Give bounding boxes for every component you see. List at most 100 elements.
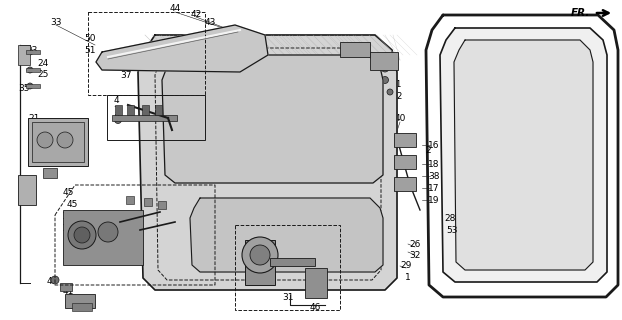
Bar	[340, 42, 370, 57]
Text: 18: 18	[429, 159, 440, 169]
Bar	[127, 105, 134, 115]
Text: 1: 1	[405, 273, 411, 282]
Bar	[144, 198, 152, 206]
Bar	[26, 84, 40, 88]
Text: 43: 43	[204, 18, 216, 27]
Text: 46: 46	[309, 303, 321, 313]
Text: 44: 44	[169, 4, 180, 12]
Text: 8: 8	[113, 114, 119, 123]
Circle shape	[250, 245, 270, 265]
Bar	[394, 133, 416, 147]
Text: 30: 30	[272, 222, 284, 231]
Bar	[115, 105, 122, 115]
Text: 24: 24	[37, 59, 49, 68]
Polygon shape	[190, 198, 383, 272]
Polygon shape	[162, 55, 383, 183]
Text: 52: 52	[391, 92, 402, 100]
Circle shape	[114, 116, 121, 124]
Text: 17: 17	[429, 183, 440, 193]
Text: 32: 32	[409, 251, 420, 260]
Text: 16: 16	[429, 140, 440, 149]
Bar	[394, 155, 416, 169]
Text: 35: 35	[18, 84, 30, 92]
Text: 48: 48	[46, 158, 58, 167]
Text: 47: 47	[317, 247, 328, 257]
Text: 15: 15	[142, 220, 154, 228]
Bar	[26, 68, 40, 72]
Circle shape	[27, 83, 33, 89]
Text: 11: 11	[391, 79, 403, 89]
Bar	[245, 240, 275, 285]
Text: 28: 28	[444, 213, 456, 222]
Text: 6: 6	[169, 84, 175, 92]
Text: 51: 51	[84, 45, 96, 54]
Polygon shape	[454, 40, 593, 270]
Text: 21: 21	[29, 114, 40, 123]
Polygon shape	[96, 25, 268, 72]
Text: 45: 45	[62, 188, 73, 196]
Text: 2: 2	[425, 146, 431, 155]
Bar	[32, 122, 84, 162]
Bar	[26, 50, 40, 54]
Text: 34: 34	[113, 58, 124, 67]
Bar	[112, 115, 177, 121]
Text: 7: 7	[113, 106, 119, 115]
Text: 40: 40	[394, 114, 406, 123]
Circle shape	[57, 132, 73, 148]
Bar	[158, 201, 166, 209]
Text: FR.: FR.	[570, 8, 590, 18]
Text: 45: 45	[67, 199, 78, 209]
Bar	[18, 175, 36, 205]
Text: 14: 14	[62, 223, 73, 233]
Text: 19: 19	[429, 196, 440, 204]
Text: 13: 13	[62, 212, 74, 220]
Text: 12: 12	[370, 68, 382, 76]
Bar	[142, 105, 149, 115]
Text: 29: 29	[401, 261, 412, 270]
Text: 37: 37	[120, 70, 132, 79]
Bar	[394, 177, 416, 191]
Bar	[305, 268, 327, 298]
Bar	[60, 283, 72, 291]
Text: 3: 3	[165, 100, 171, 109]
Circle shape	[381, 64, 389, 72]
Text: 10: 10	[370, 53, 382, 62]
Text: 23: 23	[26, 45, 38, 54]
Circle shape	[68, 221, 96, 249]
Circle shape	[74, 227, 90, 243]
Text: 26: 26	[409, 239, 420, 249]
Circle shape	[27, 67, 33, 73]
Bar	[107, 95, 205, 140]
Circle shape	[37, 132, 53, 148]
Text: 49: 49	[46, 277, 58, 286]
Bar	[270, 258, 315, 266]
Bar	[43, 168, 57, 178]
Text: 42: 42	[190, 10, 202, 19]
Bar	[65, 294, 95, 308]
Text: 38: 38	[429, 172, 440, 180]
Circle shape	[387, 89, 393, 95]
Text: 25: 25	[37, 69, 49, 78]
Bar	[63, 210, 143, 265]
Text: 4: 4	[113, 95, 119, 105]
Text: 22: 22	[82, 299, 94, 308]
Polygon shape	[440, 28, 607, 282]
Bar	[18, 45, 30, 65]
Bar	[126, 196, 134, 204]
Bar	[28, 118, 88, 166]
Text: 9: 9	[330, 37, 336, 46]
Text: 50: 50	[84, 34, 96, 43]
Circle shape	[27, 49, 33, 55]
Circle shape	[242, 237, 278, 273]
Text: 31: 31	[282, 293, 294, 302]
Bar	[72, 303, 92, 311]
Text: 27: 27	[356, 239, 368, 249]
Bar	[370, 52, 398, 70]
Bar	[88, 12, 205, 95]
Text: 41: 41	[62, 286, 73, 295]
Bar	[235, 225, 340, 310]
Circle shape	[98, 222, 118, 242]
Circle shape	[51, 276, 59, 284]
Text: 36: 36	[349, 218, 361, 227]
Polygon shape	[138, 35, 397, 290]
